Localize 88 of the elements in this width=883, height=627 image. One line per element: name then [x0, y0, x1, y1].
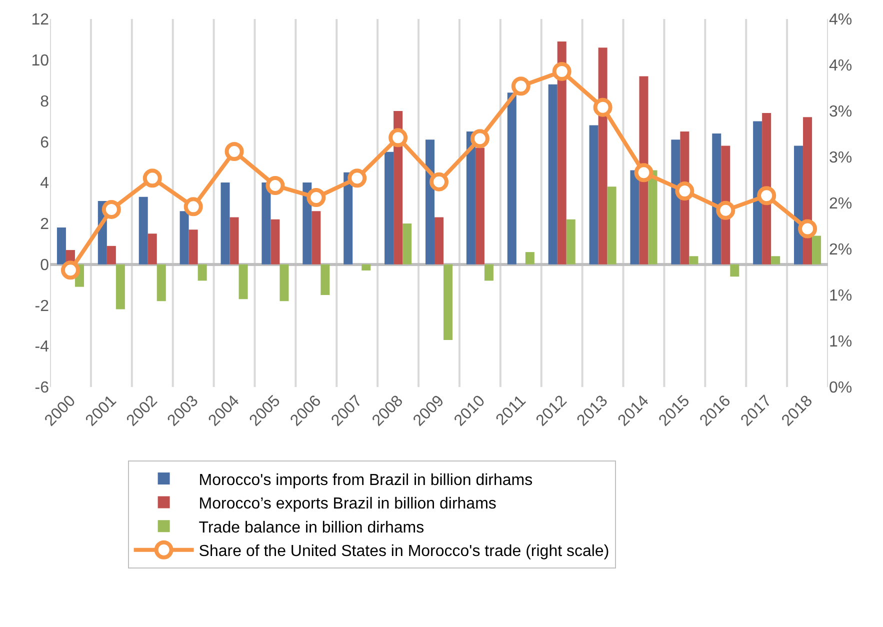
- y-tick-label: -4: [34, 338, 50, 356]
- bar: [548, 84, 558, 264]
- bar: [106, 246, 116, 264]
- bar: [384, 152, 394, 264]
- bar: [598, 48, 608, 264]
- bar: [466, 131, 476, 264]
- bar: [312, 211, 321, 264]
- bar: [425, 140, 434, 264]
- bar: [230, 217, 239, 264]
- bar: [188, 230, 198, 264]
- bar: [148, 234, 157, 264]
- bar: [362, 264, 371, 270]
- bar: [730, 264, 740, 277]
- bar: [270, 219, 280, 264]
- y-tick-label: 2: [40, 216, 50, 234]
- point: [675, 182, 694, 201]
- bar: [280, 264, 289, 302]
- y2-tick-label: 0%: [829, 380, 852, 397]
- point: [470, 129, 490, 148]
- bar: [607, 186, 616, 264]
- legend-label: Share of the United States in Morocco's trade (right scale): [198, 543, 610, 560]
- y2-tick-label: 4%: [829, 12, 852, 29]
- y2-tick-label: 3%: [829, 150, 852, 167]
- point: [593, 98, 612, 117]
- y-tick-label: 8: [40, 93, 50, 110]
- point: [348, 168, 367, 188]
- bar: [198, 264, 207, 281]
- bar: [689, 256, 698, 264]
- bar: [794, 146, 804, 264]
- bar: [180, 211, 189, 264]
- point: [716, 200, 736, 220]
- bar: [589, 125, 598, 264]
- point: [142, 168, 162, 188]
- point: [634, 163, 654, 182]
- y2-tick-label: 1%: [829, 334, 852, 351]
- bar: [262, 182, 271, 264]
- point: [60, 260, 80, 280]
- point: [552, 62, 572, 81]
- bar: [116, 264, 125, 310]
- y2-tick-label: 2%: [829, 242, 852, 259]
- bar: [344, 172, 353, 264]
- point: [511, 76, 530, 96]
- bar: [557, 41, 566, 264]
- legend-label: Trade balance in billion dirhams: [198, 519, 424, 536]
- y-tick-label: 0: [40, 256, 50, 274]
- bar: [812, 236, 822, 264]
- y-tick-label: -2: [34, 298, 50, 315]
- point: [102, 200, 121, 219]
- legend-label: Morocco's imports from Brazil in billion dirhams: [198, 472, 533, 489]
- point: [266, 176, 285, 196]
- y-tick-label: 12: [31, 12, 50, 29]
- bar: [639, 76, 648, 264]
- bar: [525, 252, 534, 264]
- point: [306, 188, 326, 207]
- bar: [138, 196, 148, 264]
- y-tick-label: 4: [40, 175, 50, 192]
- bar: [507, 92, 516, 264]
- y2-tick-label: 1%: [829, 288, 852, 305]
- point: [388, 128, 408, 148]
- bar: [444, 264, 453, 340]
- bar: [771, 256, 780, 264]
- bar: [712, 133, 722, 264]
- y2-tick-label: 2%: [829, 196, 852, 213]
- bar: [484, 264, 494, 281]
- bar: [238, 264, 248, 300]
- y-tick-label: 6: [40, 134, 50, 152]
- bar: [753, 121, 762, 264]
- bar: [566, 219, 576, 264]
- point: [430, 172, 448, 192]
- bar: [475, 148, 484, 264]
- bar: [56, 228, 66, 264]
- bar: [220, 182, 230, 264]
- point: [798, 219, 818, 238]
- bar: [671, 140, 680, 264]
- point: [184, 197, 203, 216]
- y-tick-label: 10: [31, 52, 50, 70]
- legend-label: Morocco’s exports Brazil in billion dirhams: [198, 496, 496, 513]
- bar: [630, 170, 640, 264]
- y2-tick-label: 3%: [829, 104, 852, 121]
- bar: [156, 264, 166, 302]
- bar: [434, 217, 444, 264]
- point: [757, 186, 776, 206]
- bar: [320, 264, 330, 295]
- y-tick-label: -6: [34, 380, 50, 397]
- bar: [402, 223, 412, 264]
- point: [224, 142, 244, 161]
- y2-tick-label: 4%: [829, 58, 852, 75]
- bar: [648, 170, 658, 264]
